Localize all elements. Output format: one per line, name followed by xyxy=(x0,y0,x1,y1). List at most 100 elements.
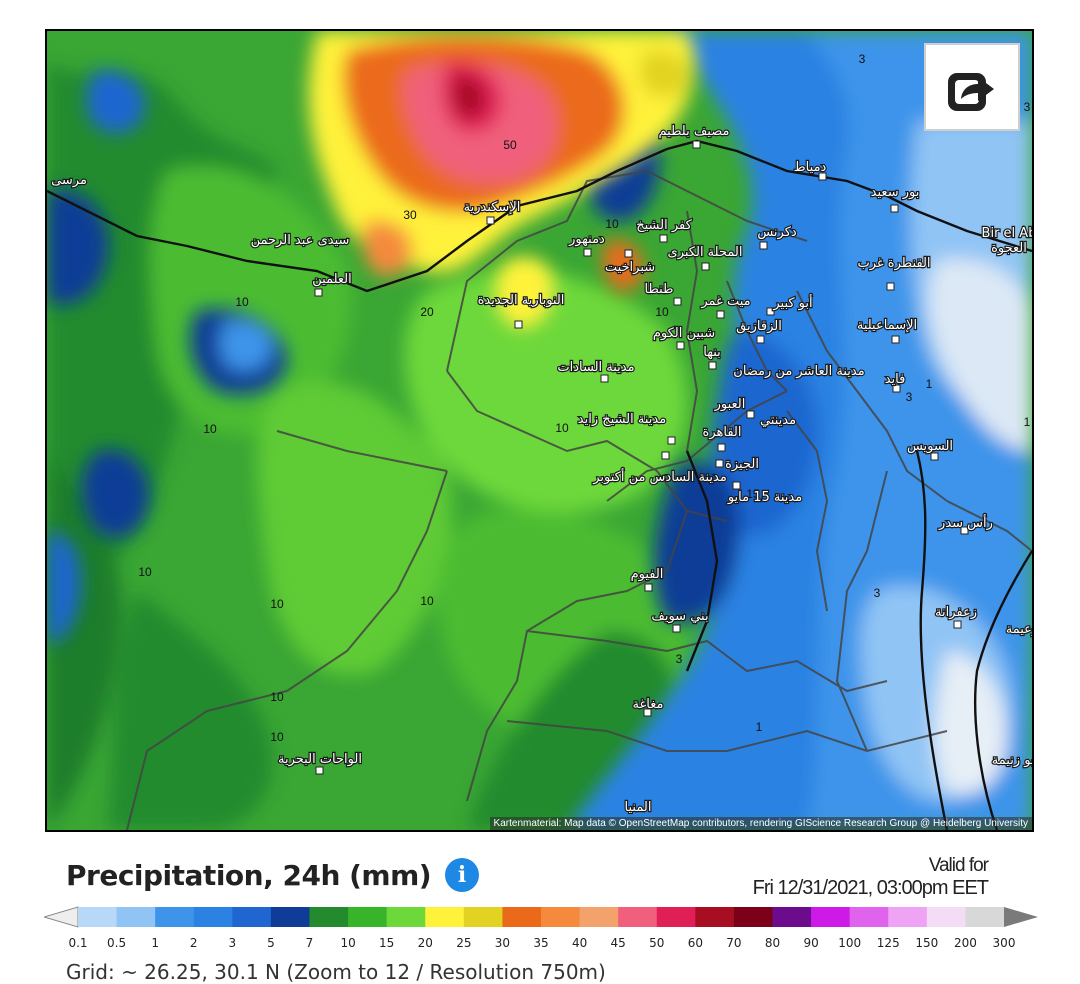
city-marker[interactable]: زعفرانة xyxy=(934,604,978,629)
contour-label: 3 xyxy=(859,52,866,66)
city-marker[interactable]: العبور xyxy=(712,396,755,419)
contour-label: 50 xyxy=(503,138,517,152)
city-marker[interactable]: مدينتي xyxy=(759,412,797,429)
major-roads xyxy=(47,139,1032,830)
city-marker[interactable]: المحلة الكبرى xyxy=(666,244,744,271)
city-label: القاهرة xyxy=(703,425,742,440)
contour-label: 30 xyxy=(403,208,417,222)
contour-label: 10 xyxy=(555,421,569,435)
city-marker[interactable]: مدينة السادات xyxy=(556,359,636,383)
valid-label: Valid for xyxy=(928,855,989,876)
city-marker[interactable]: القاهرة xyxy=(701,424,743,452)
city-dot xyxy=(673,297,682,306)
city-marker[interactable]: مدينة الشيخ زايد xyxy=(577,411,676,445)
scale-swatch xyxy=(618,907,658,927)
city-label: الإسماعيلية xyxy=(857,318,917,333)
city-marker[interactable]: مدينة السادس من أكتوبر xyxy=(591,451,728,486)
city-marker[interactable]: طنطا xyxy=(643,281,682,306)
city-label: مدينة السادات xyxy=(557,360,634,375)
city-marker[interactable]: أبو زنيمة xyxy=(991,750,1032,769)
city-marker[interactable]: الإسكندرية xyxy=(462,199,522,225)
city-dot xyxy=(756,335,765,344)
scale-swatch xyxy=(270,907,310,927)
city-dot xyxy=(746,410,755,419)
city-dot xyxy=(667,436,676,445)
contour-label: 20 xyxy=(420,305,434,319)
city-label: بنها xyxy=(703,345,721,360)
contour-labels: 50 30 20 10 10 10 10 10 10 10 10 10 10 1… xyxy=(138,52,1030,744)
city-dot xyxy=(715,459,724,468)
city-marker[interactable]: بور سعيد xyxy=(869,184,921,213)
city-marker[interactable]: القنطرة غرب xyxy=(856,255,932,291)
info-icon[interactable]: i xyxy=(445,858,480,892)
city-dot xyxy=(314,288,323,297)
city-dot xyxy=(514,320,523,329)
scale-swatch xyxy=(579,907,619,927)
scale-tick-label: 50 xyxy=(649,936,665,950)
contour-label: 3 xyxy=(874,586,881,600)
city-marker[interactable]: دمياط xyxy=(792,159,828,181)
city-label: مصيف بلطيم xyxy=(659,124,730,139)
scale-swatch xyxy=(348,907,388,927)
grid-info-text: Grid: ~ 26.25, 30.1 N (Zoom to 12 / Reso… xyxy=(66,960,606,984)
city-marker[interactable]: الفيوم xyxy=(629,566,665,592)
precipitation-map[interactable]: 50 30 20 10 10 10 10 10 10 10 10 10 10 1… xyxy=(45,29,1034,832)
city-marker[interactable]: مصيف بلطيم xyxy=(657,123,731,149)
scale-tick-label: 10 xyxy=(340,936,356,950)
city-marker[interactable]: الواحات البحرية xyxy=(277,751,363,775)
city-label: مدينتي xyxy=(760,413,796,428)
city-label: المنيا xyxy=(625,800,652,815)
city-marker[interactable]: زعيمة xyxy=(1005,621,1032,638)
city-marker[interactable]: Bir el Ab xyxy=(980,225,1032,242)
city-marker[interactable]: بنها xyxy=(702,344,722,370)
city-marker[interactable]: دمنهور xyxy=(567,231,606,257)
city-marker[interactable]: سيدى عبد الرحمن xyxy=(249,232,350,249)
city-marker[interactable]: العجوة xyxy=(990,240,1028,257)
city-marker[interactable]: رأس سدر xyxy=(937,513,994,535)
city-label: المحلة الكبرى xyxy=(668,245,743,260)
city-marker[interactable]: مرسى xyxy=(50,172,88,189)
city-marker[interactable]: أبو كبير xyxy=(766,293,814,316)
city-dot xyxy=(600,374,609,383)
city-marker[interactable]: المنيا xyxy=(623,799,652,816)
scale-tick-label: 60 xyxy=(687,936,703,950)
city-marker[interactable]: مدينة العاشر من رمضان xyxy=(732,363,866,380)
scale-tick-label: 5 xyxy=(267,936,275,950)
city-label: بور سعيد xyxy=(871,185,920,200)
city-label: شبين الكوم xyxy=(653,326,715,341)
land-borders xyxy=(126,169,1032,830)
scale-swatch xyxy=(849,907,889,927)
city-dot xyxy=(692,140,701,149)
share-button[interactable] xyxy=(924,43,1020,131)
city-dot xyxy=(892,384,901,393)
city-marker[interactable]: الزقازيق xyxy=(735,318,783,344)
city-marker[interactable]: ميت غمر xyxy=(699,293,752,319)
city-marker[interactable]: شبين الكوم xyxy=(652,325,716,350)
city-marker[interactable]: كفر الشيخ xyxy=(635,217,694,243)
city-marker[interactable]: شبراخيت xyxy=(604,249,656,276)
city-label: زعيمة xyxy=(1006,622,1032,637)
city-marker[interactable]: الإسماعيلية xyxy=(856,317,918,344)
city-dot xyxy=(315,766,324,775)
city-label: ميت غمر xyxy=(700,294,750,309)
city-marker[interactable]: العلمين xyxy=(311,271,353,297)
city-marker[interactable]: السويس xyxy=(906,438,954,461)
contour-label: 10 xyxy=(655,305,669,319)
city-marker[interactable]: دكرنس xyxy=(756,224,798,250)
scale-tick-label: 15 xyxy=(379,936,395,950)
city-dot xyxy=(818,172,827,181)
city-dot xyxy=(701,262,710,271)
city-label: سيدى عبد الرحمن xyxy=(251,233,350,248)
city-marker[interactable]: النوبارية الجديدة xyxy=(476,292,566,329)
city-marker[interactable]: فايد xyxy=(883,371,907,393)
city-marker[interactable]: الجيزة xyxy=(715,456,760,473)
city-marker[interactable]: بني سويف xyxy=(650,608,710,633)
contour-label: 10 xyxy=(270,690,284,704)
map-canvas[interactable]: 50 30 20 10 10 10 10 10 10 10 10 10 10 1… xyxy=(47,31,1032,830)
city-label: أبو زنيمة xyxy=(992,751,1032,768)
map-attribution[interactable]: Kartenmaterial: Map data © OpenStreetMap… xyxy=(489,817,1032,830)
city-marker[interactable]: مغاغة xyxy=(631,696,665,717)
scale-arrow-right xyxy=(1004,907,1038,927)
city-marker[interactable]: مدينة 15 مايو xyxy=(726,481,803,506)
scale-tick-label: 45 xyxy=(610,936,626,950)
